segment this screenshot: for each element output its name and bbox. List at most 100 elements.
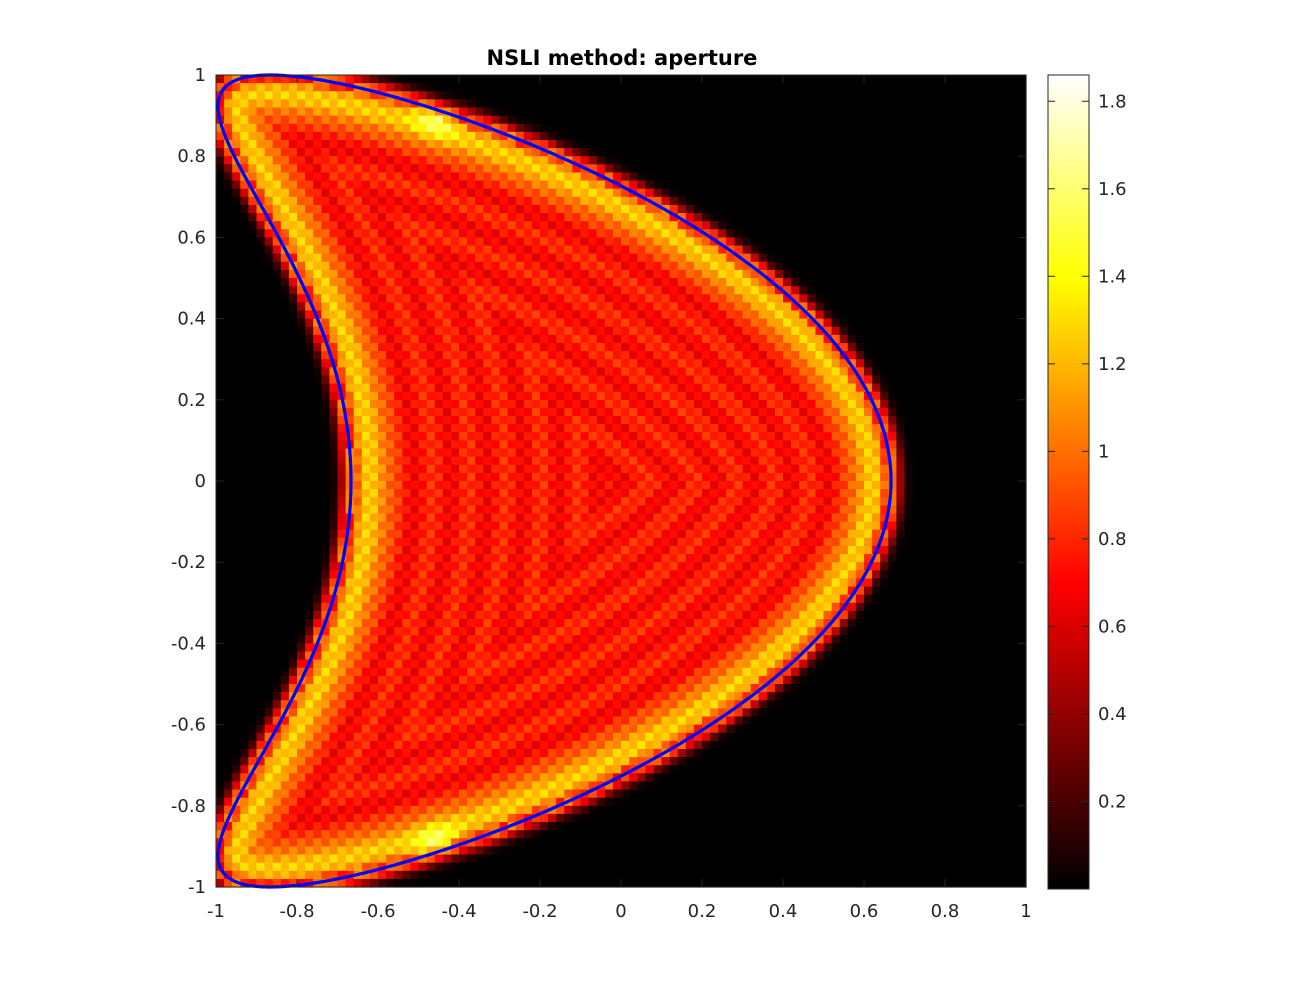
- heatmap-cell: [232, 765, 241, 774]
- heatmap-cell: [386, 440, 395, 450]
- heatmap-cell: [556, 367, 565, 377]
- heatmap-cell: [580, 399, 590, 409]
- heatmap-cell: [596, 326, 606, 336]
- heatmap-cell: [580, 472, 590, 482]
- heatmap-cell: [321, 700, 330, 709]
- heatmap-cell: [345, 594, 355, 604]
- heatmap-cell: [548, 342, 557, 352]
- heatmap-cell: [572, 472, 582, 482]
- heatmap-cell: [459, 294, 468, 303]
- heatmap-cell: [386, 692, 395, 701]
- heatmap-cell: [580, 635, 590, 644]
- heatmap-cell: [459, 334, 468, 344]
- heatmap-cell: [556, 878, 565, 888]
- heatmap-cell: [394, 659, 403, 669]
- heatmap-cell: [280, 773, 290, 783]
- heatmap-cell: [361, 708, 371, 718]
- heatmap-cell: [337, 383, 347, 393]
- heatmap-cell: [442, 692, 452, 701]
- heatmap-cell: [248, 562, 258, 571]
- heatmap-cell: [369, 253, 379, 263]
- heatmap-cell: [426, 115, 436, 125]
- heatmap-cell: [475, 724, 484, 734]
- heatmap-cell: [499, 529, 509, 539]
- heatmap-cell: [337, 83, 347, 92]
- heatmap-cell: [272, 237, 282, 247]
- heatmap-cell: [240, 99, 249, 109]
- heatmap-cell: [450, 627, 460, 636]
- heatmap-cell: [361, 838, 371, 847]
- heatmap-cell: [588, 399, 598, 409]
- heatmap-cell: [248, 383, 258, 393]
- heatmap-cell: [418, 326, 428, 336]
- heatmap-cell: [612, 302, 622, 312]
- heatmap-cell: [224, 367, 233, 377]
- heatmap-cell: [361, 797, 371, 807]
- heatmap-cell: [216, 139, 225, 149]
- heatmap-cell: [256, 326, 266, 336]
- heatmap-cell: [596, 139, 606, 149]
- heatmap-cell: [329, 318, 339, 328]
- heatmap-cell: [394, 651, 403, 661]
- heatmap-cell: [459, 675, 468, 685]
- heatmap-cell: [604, 407, 614, 417]
- heatmap-cell: [305, 196, 314, 206]
- heatmap-cell: [240, 610, 249, 620]
- heatmap-cell: [256, 172, 266, 182]
- heatmap-cell: [378, 708, 387, 718]
- heatmap-cell: [491, 383, 501, 393]
- heatmap-cell: [329, 757, 339, 766]
- heatmap-cell: [224, 269, 233, 279]
- heatmap-cell: [564, 781, 573, 791]
- heatmap-cell: [337, 822, 347, 831]
- heatmap-cell: [426, 659, 436, 669]
- heatmap-cell: [232, 846, 241, 856]
- heatmap-cell: [604, 684, 614, 693]
- heatmap-cell: [378, 594, 387, 604]
- heatmap-cell: [240, 521, 249, 531]
- heatmap-cell: [386, 765, 395, 774]
- heatmap-cell: [402, 91, 411, 100]
- heatmap-cell: [426, 740, 436, 750]
- heatmap-cell: [475, 497, 484, 506]
- heatmap-cell: [475, 748, 484, 758]
- heatmap-cell: [531, 196, 541, 206]
- heatmap-cell: [580, 692, 590, 701]
- heatmap-cell: [467, 789, 476, 799]
- heatmap-cell: [305, 351, 314, 360]
- heatmap-cell: [248, 407, 258, 417]
- heatmap-cell: [580, 407, 590, 417]
- heatmap-cell: [523, 529, 533, 539]
- heatmap-cell: [556, 334, 565, 344]
- heatmap-cell: [224, 521, 233, 531]
- heatmap-cell: [491, 91, 501, 100]
- heatmap-cell: [224, 213, 233, 222]
- heatmap-cell: [556, 383, 565, 393]
- heatmap-cell: [491, 229, 501, 238]
- heatmap-cell: [305, 464, 314, 474]
- heatmap-cell: [232, 472, 241, 482]
- heatmap-cell: [604, 862, 614, 872]
- heatmap-cell: [410, 505, 420, 515]
- heatmap-cell: [256, 554, 266, 563]
- heatmap-cell: [329, 229, 339, 238]
- heatmap-cell: [442, 115, 452, 125]
- heatmap-cell: [410, 513, 420, 523]
- heatmap-cell: [531, 286, 541, 295]
- heatmap-cell: [329, 659, 339, 669]
- heatmap-cell: [264, 554, 274, 563]
- heatmap-cell: [216, 334, 225, 344]
- heatmap-cell: [426, 586, 436, 596]
- heatmap-cell: [329, 310, 339, 320]
- heatmap-cell: [386, 513, 395, 523]
- heatmap-cell: [232, 497, 241, 506]
- heatmap-cell: [450, 464, 460, 474]
- heatmap-cell: [288, 302, 298, 312]
- heatmap-cell: [305, 318, 314, 328]
- heatmap-cell: [418, 854, 428, 864]
- heatmap-cell: [515, 586, 525, 596]
- heatmap-cell: [353, 472, 363, 482]
- heatmap-cell: [386, 342, 395, 352]
- heatmap-cell: [499, 537, 509, 547]
- heatmap-cell: [523, 724, 533, 734]
